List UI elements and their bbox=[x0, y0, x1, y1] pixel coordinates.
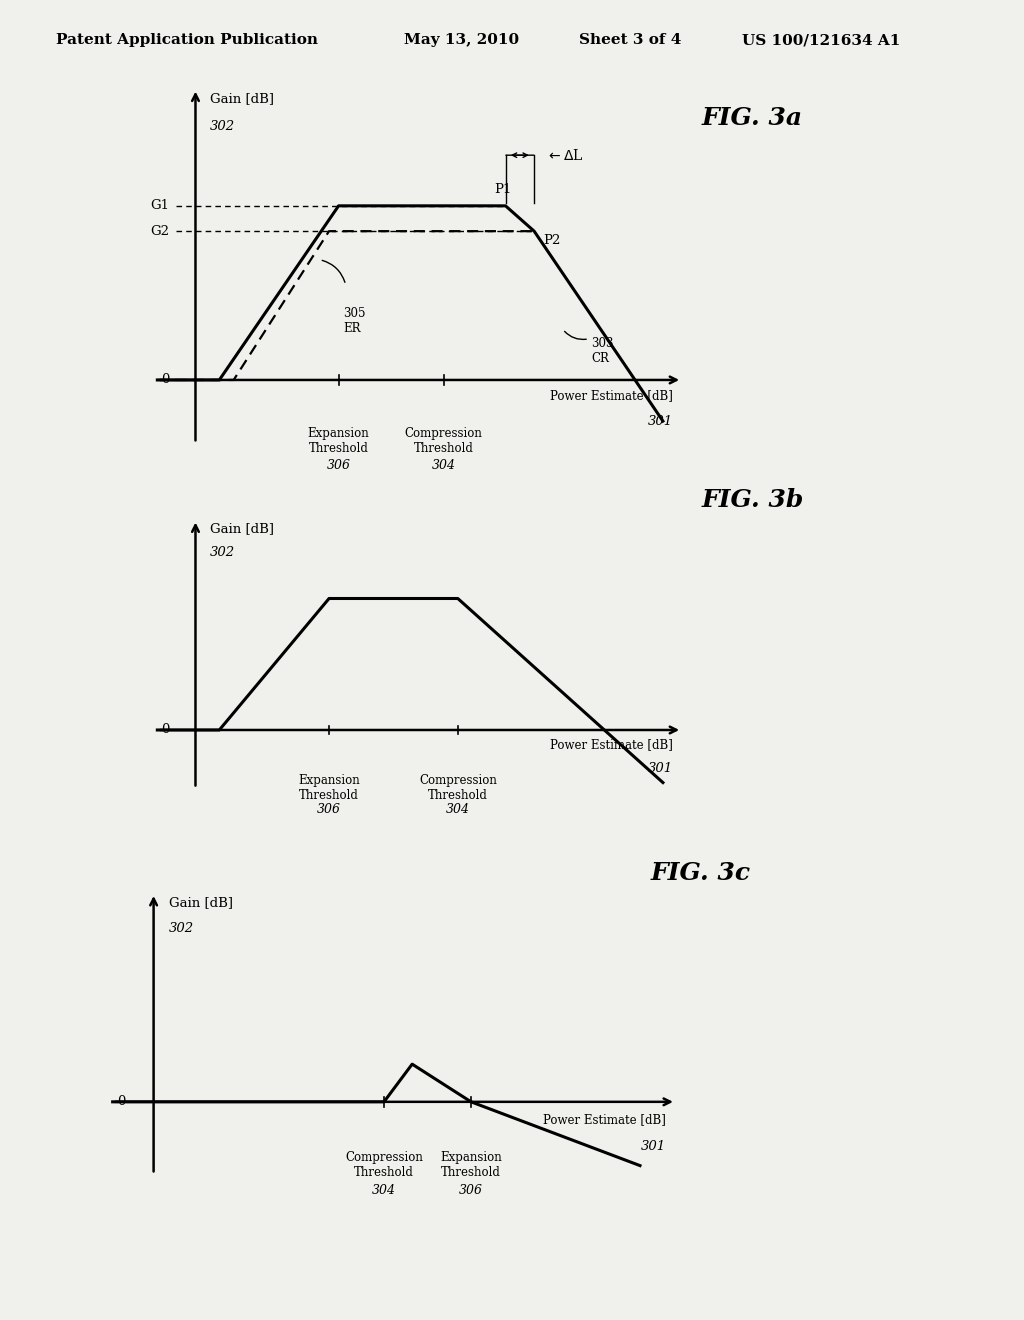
Text: G1: G1 bbox=[151, 199, 169, 213]
Text: 303
CR: 303 CR bbox=[592, 338, 613, 366]
Text: 0: 0 bbox=[117, 1096, 125, 1109]
Text: $\leftarrow\Delta$L: $\leftarrow\Delta$L bbox=[546, 148, 584, 162]
Text: Gain [dB]: Gain [dB] bbox=[169, 896, 232, 909]
Text: 306: 306 bbox=[327, 459, 350, 473]
Text: P2: P2 bbox=[544, 235, 561, 247]
Text: Power Estimate [dB]: Power Estimate [dB] bbox=[543, 1113, 666, 1126]
Text: FIG. 3a: FIG. 3a bbox=[701, 106, 803, 129]
Text: 305
ER: 305 ER bbox=[343, 308, 366, 335]
Text: Compression
Threshold: Compression Threshold bbox=[345, 1151, 423, 1179]
Text: 301: 301 bbox=[647, 414, 673, 428]
Text: 0: 0 bbox=[161, 723, 169, 737]
Text: Compression
Threshold: Compression Threshold bbox=[404, 428, 482, 455]
Text: 301: 301 bbox=[640, 1139, 666, 1152]
Text: Power Estimate [dB]: Power Estimate [dB] bbox=[550, 389, 673, 403]
Text: Expansion
Threshold: Expansion Threshold bbox=[307, 428, 370, 455]
Text: FIG. 3c: FIG. 3c bbox=[650, 861, 751, 884]
Text: 302: 302 bbox=[210, 120, 234, 133]
Text: Expansion
Threshold: Expansion Threshold bbox=[298, 774, 359, 801]
Text: 304: 304 bbox=[431, 459, 456, 473]
Text: P1: P1 bbox=[495, 183, 512, 197]
Text: US 100/121634 A1: US 100/121634 A1 bbox=[742, 33, 901, 48]
Text: Power Estimate [dB]: Power Estimate [dB] bbox=[550, 738, 673, 751]
Text: 304: 304 bbox=[372, 1184, 396, 1197]
Text: 301: 301 bbox=[647, 762, 673, 775]
Text: 302: 302 bbox=[169, 923, 195, 935]
Text: 306: 306 bbox=[459, 1184, 483, 1197]
Text: Sheet 3 of 4: Sheet 3 of 4 bbox=[579, 33, 681, 48]
Text: Gain [dB]: Gain [dB] bbox=[210, 523, 273, 536]
Text: May 13, 2010: May 13, 2010 bbox=[404, 33, 519, 48]
Text: Gain [dB]: Gain [dB] bbox=[210, 92, 273, 104]
Text: 302: 302 bbox=[210, 546, 234, 558]
Text: Compression
Threshold: Compression Threshold bbox=[419, 774, 497, 801]
Text: 0: 0 bbox=[161, 374, 169, 387]
Text: 306: 306 bbox=[317, 803, 341, 816]
Text: G2: G2 bbox=[151, 224, 169, 238]
Text: 304: 304 bbox=[445, 803, 470, 816]
Text: Expansion
Threshold: Expansion Threshold bbox=[440, 1151, 502, 1179]
Text: FIG. 3b: FIG. 3b bbox=[701, 488, 804, 512]
Text: Patent Application Publication: Patent Application Publication bbox=[56, 33, 318, 48]
